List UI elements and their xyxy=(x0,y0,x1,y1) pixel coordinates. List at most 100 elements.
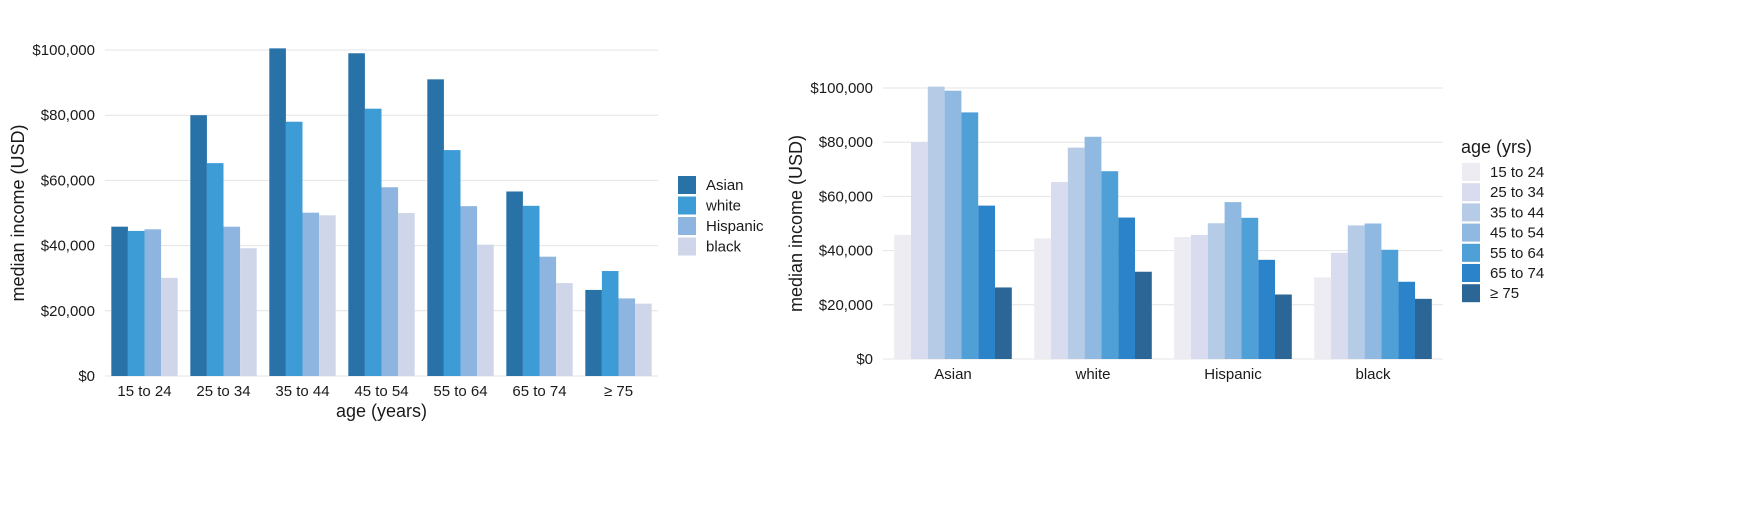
chart-1-xtick-label-3: black xyxy=(1355,366,1391,383)
chart-0-bar-hispanic-55-to-64 xyxy=(460,206,478,376)
chart-1-legend-label-15-to-24: 15 to 24 xyxy=(1490,164,1544,181)
chart-0-bar-white-35-to-44 xyxy=(285,121,303,376)
chart-1-ytick-label-5: $100,000 xyxy=(810,80,873,97)
chart-1-bar-25-to-34-white xyxy=(1051,182,1068,359)
chart-0-bar-asian-ge-75 xyxy=(585,289,602,376)
chart-1-ytick-label-0: $0 xyxy=(856,351,873,368)
chart-0-bar-white-15-to-24 xyxy=(127,230,145,376)
chart-1-bar-55-to-64-asian xyxy=(961,112,979,359)
chart-1-bar-25-to-34-hispanic xyxy=(1191,234,1208,359)
chart-0-bar-black-65-to-74 xyxy=(556,283,573,376)
chart-1-bar-45-to-54-white xyxy=(1084,136,1102,359)
chart-0-bar-hispanic-65-to-74 xyxy=(539,256,557,376)
chart-0-bar-asian-55-to-64 xyxy=(427,79,444,376)
chart-0-legend-swatch-black xyxy=(678,237,696,256)
chart-1-legend-swatch-ge-75 xyxy=(1462,284,1480,303)
chart-1-legend-title: age (yrs) xyxy=(1461,137,1532,157)
chart-0-xtick-label-1: 25 to 34 xyxy=(196,383,250,400)
chart-0-bar-white-ge-75 xyxy=(601,271,619,376)
chart-1-legend-swatch-55-to-64 xyxy=(1462,243,1480,262)
chart-1-legend-label-45-to-54: 45 to 54 xyxy=(1490,225,1544,242)
chart-0-ytick-label-5: $100,000 xyxy=(32,42,95,59)
chart-0-bar-hispanic-35-to-44 xyxy=(302,212,320,376)
chart-1-legend-swatch-65-to-74 xyxy=(1462,264,1480,282)
chart-0-xtick-label-4: 55 to 64 xyxy=(433,383,487,400)
chart-1-legend-swatch-35-to-44 xyxy=(1462,203,1480,222)
chart-0-ytick-label-0: $0 xyxy=(78,368,95,385)
chart-1-bar-35-to-44-white xyxy=(1067,147,1085,359)
chart-0-legend-swatch-asian xyxy=(678,176,696,194)
chart-1-bar-ge-75-hispanic xyxy=(1275,294,1292,359)
chart-1-xtick-label-1: white xyxy=(1074,366,1110,383)
chart-0-legend-label-black: black xyxy=(706,239,742,256)
chart-0-ytick-label-3: $60,000 xyxy=(41,172,95,189)
chart-age-by-race: $0 $20,000 $40,000 $60,000 $80,000 $100,000 15… xyxy=(8,42,764,421)
chart-1-bar-15-to-24-white xyxy=(1034,238,1051,359)
chart-0-bar-black-45-to-54 xyxy=(398,213,415,376)
chart-0-bar-black-55-to-64 xyxy=(477,244,494,376)
chart-1-bar-55-to-64-hispanic xyxy=(1241,217,1259,359)
chart-0-ytick-label-2: $40,000 xyxy=(41,238,95,255)
chart-1-legend-label-65-to-74: 65 to 74 xyxy=(1490,265,1544,282)
chart-1-bar-ge-75-black xyxy=(1415,298,1432,359)
chart-0-bar-black-35-to-44 xyxy=(319,215,336,376)
chart-0-legend-label-asian: Asian xyxy=(706,177,744,194)
chart-0-bar-asian-35-to-44 xyxy=(269,48,286,377)
chart-0-legend-swatch-hispanic xyxy=(678,217,696,235)
chart-0-xtick-label-3: 45 to 54 xyxy=(354,383,408,400)
chart-1-bar-45-to-54-hispanic xyxy=(1224,202,1242,359)
chart-1-bar-15-to-24-black xyxy=(1314,277,1331,359)
chart-1-y-axis-label: median income (USD) xyxy=(786,135,806,312)
chart-1-xtick-label-0: Asian xyxy=(934,366,972,383)
chart-0-bar-black-25-to-34 xyxy=(240,248,257,376)
chart-0-xtick-label-5: 65 to 74 xyxy=(512,383,566,400)
chart-0-bar-hispanic-25-to-34 xyxy=(223,226,241,376)
chart-1-bar-65-to-74-asian xyxy=(978,205,995,359)
chart-0-x-axis-label: age (years) xyxy=(336,401,427,421)
chart-1-legend-label-35-to-44: 35 to 44 xyxy=(1490,204,1544,221)
chart-1-bar-15-to-24-hispanic xyxy=(1174,237,1191,359)
chart-1-bar-35-to-44-black xyxy=(1347,225,1365,359)
chart-1-bar-55-to-64-black xyxy=(1381,249,1399,359)
chart-1-ytick-label-2: $40,000 xyxy=(819,243,873,260)
chart-1-bar-35-to-44-hispanic xyxy=(1207,223,1225,359)
chart-0-bar-white-65-to-74 xyxy=(522,205,540,376)
chart-1-bar-45-to-54-asian xyxy=(944,90,962,360)
chart-1-legend-label-55-to-64: 55 to 64 xyxy=(1490,245,1544,262)
chart-0-legend-label-hispanic: Hispanic xyxy=(706,218,764,235)
chart-1-ytick-label-4: $80,000 xyxy=(819,134,873,151)
chart-0-bar-asian-25-to-34 xyxy=(190,115,207,376)
chart-0-bar-hispanic-45-to-54 xyxy=(381,187,399,376)
chart-1-ytick-label-1: $20,000 xyxy=(819,297,873,314)
chart-1-legend-swatch-45-to-54 xyxy=(1462,223,1480,242)
chart-0-legend-label-white: white xyxy=(705,198,741,215)
chart-1-legend-swatch-15-to-24 xyxy=(1462,163,1480,181)
chart-1-bar-ge-75-white xyxy=(1135,271,1152,359)
chart-1-bar-65-to-74-black xyxy=(1398,281,1415,359)
chart-0-bar-white-45-to-54 xyxy=(364,108,382,377)
chart-1-bar-35-to-44-asian xyxy=(927,86,945,360)
chart-0-y-axis-label: median income (USD) xyxy=(8,124,28,301)
chart-0-bar-black-15-to-24 xyxy=(161,277,178,376)
chart-0-xtick-label-6: ≥ 75 xyxy=(604,383,633,400)
chart-0-xtick-label-2: 35 to 44 xyxy=(275,383,329,400)
chart-1-xtick-label-2: Hispanic xyxy=(1204,366,1262,383)
chart-0-bar-white-25-to-34 xyxy=(206,163,224,376)
chart-0-bar-asian-65-to-74 xyxy=(506,191,523,376)
chart-1-legend-label-ge-75: ≥ 75 xyxy=(1490,285,1519,302)
chart-1-bar-45-to-54-black xyxy=(1364,223,1382,359)
chart-0-ytick-label-4: $80,000 xyxy=(41,107,95,124)
chart-0-bar-hispanic-15-to-24 xyxy=(144,229,162,376)
chart-0-bar-asian-45-to-54 xyxy=(348,53,365,376)
chart-0-legend-swatch-white xyxy=(678,196,696,215)
chart-0-xtick-label-0: 15 to 24 xyxy=(117,383,171,400)
chart-0-bar-black-ge-75 xyxy=(635,303,652,376)
chart-1-bar-25-to-34-black xyxy=(1331,252,1348,359)
chart-0-bar-hispanic-ge-75 xyxy=(618,298,636,376)
chart-0-bar-white-55-to-64 xyxy=(443,150,461,376)
chart-1-bar-65-to-74-white xyxy=(1118,217,1135,359)
chart-race-by-age: $0 $20,000 $40,000 $60,000 $80,000 $100,000 As… xyxy=(786,80,1544,383)
chart-0-bar-asian-15-to-24 xyxy=(111,226,128,376)
chart-1-bar-55-to-64-white xyxy=(1101,171,1119,359)
